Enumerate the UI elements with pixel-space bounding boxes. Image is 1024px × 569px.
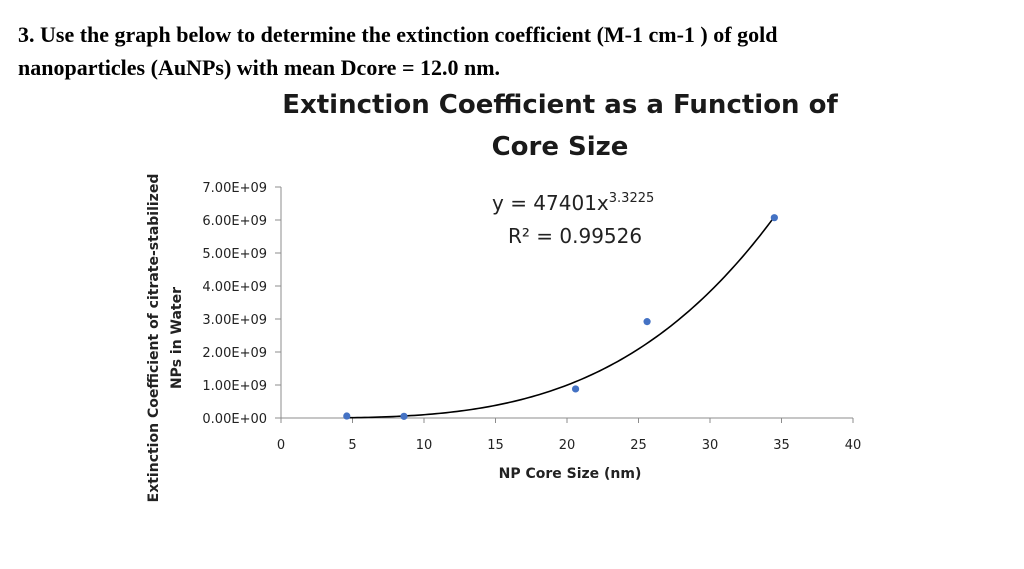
y-axis-title-line-2: NPs in Water (169, 287, 185, 389)
x-tick-label: 5 (348, 438, 356, 453)
chart-axes (275, 186, 854, 423)
trendline (346, 216, 775, 419)
x-tick-label: 15 (487, 438, 504, 453)
chart-title: Extinction Coefficient as a Function of … (280, 84, 840, 168)
y-tick-label: 5.00E+09 (202, 247, 267, 262)
chart-title-line-1: Extinction Coefficient as a Function of (282, 90, 838, 120)
y-tick-label: 3.00E+09 (202, 313, 267, 328)
x-tick-label: 35 (773, 438, 790, 453)
x-tick-label: 10 (416, 438, 433, 453)
x-axis-title: NP Core Size (nm) (499, 466, 642, 482)
y-tick-label: 6.00E+09 (202, 214, 267, 229)
chart-title-line-2: Core Size (491, 132, 629, 162)
equation-exponent: 3.3225 (609, 191, 655, 206)
x-tick-label: 30 (702, 438, 719, 453)
y-tick-label: 2.00E+09 (202, 346, 267, 361)
y-tick-label: 4.00E+09 (202, 280, 267, 295)
question-line-1: 3. Use the graph below to determine the … (18, 22, 778, 47)
question-line-2: nanoparticles (AuNPs) with mean Dcore = … (18, 55, 501, 80)
y-tick-labels: 0.00E+00 1.00E+09 2.00E+09 3.00E+09 4.00E+09… (202, 181, 267, 427)
data-point (343, 412, 351, 420)
y-axis-title-line-1: Extinction Coefficient of citrate-stabil… (146, 174, 162, 503)
equation-base: y = 47401x (492, 191, 609, 215)
y-tick-label: 7.00E+09 (202, 181, 267, 196)
x-tick-label: 20 (559, 438, 576, 453)
r-squared-label: R² = 0.99526 (508, 224, 642, 248)
y-tick-label: 0.00E+00 (202, 412, 267, 427)
data-point (571, 385, 580, 393)
question-text: 3. Use the graph below to determine the … (18, 18, 1008, 84)
x-tick-label: 40 (845, 438, 862, 453)
data-point (400, 412, 408, 420)
y-tick-label: 1.00E+09 (202, 379, 267, 394)
x-tick-labels: 0 5 10 15 20 25 30 35 40 (277, 438, 861, 453)
data-point (770, 214, 778, 222)
x-tick-label: 0 (277, 438, 285, 453)
data-points (343, 214, 778, 420)
x-tick-label: 25 (630, 438, 647, 453)
trendline-equation: y = 47401x3.3225 (492, 191, 654, 215)
data-point (643, 318, 651, 326)
